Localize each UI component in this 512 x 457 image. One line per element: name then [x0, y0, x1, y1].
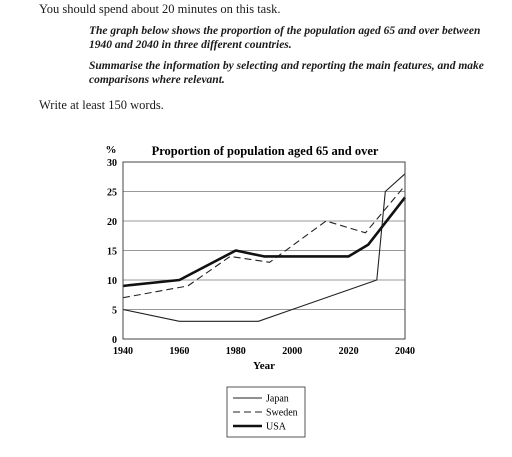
plot-area — [122, 161, 406, 340]
summarise-instruction: Summarise the information by selecting a… — [89, 60, 484, 86]
series-line-usa — [122, 196, 407, 288]
x-tick-label: 2020 — [339, 346, 359, 357]
chart-title: Proportion of population aged 65 and ove… — [152, 144, 379, 158]
x-tick-labels: 1940 1960 1980 2000 2020 2040 — [113, 346, 415, 357]
task-description: The graph below shows the proportion of … — [89, 24, 489, 94]
time-instruction: You should spend about 20 minutes on thi… — [39, 2, 281, 16]
legend-label-japan: Japan — [266, 394, 289, 405]
legend: Japan Sweden USA — [226, 386, 306, 438]
x-tick-label: 1980 — [226, 346, 246, 357]
chart-description: The graph below shows the proportion of … — [89, 25, 481, 51]
word-count-instruction: Write at least 150 words. — [39, 98, 164, 112]
series-line-sweden — [122, 185, 406, 299]
y-tick-label: 15 — [107, 247, 117, 258]
series-line-japan — [122, 173, 406, 322]
y-tick-label: 25 — [107, 188, 117, 199]
legend-label-usa: USA — [266, 422, 287, 433]
x-axis-label: Year — [253, 360, 275, 372]
x-tick-label: 1960 — [169, 346, 189, 357]
y-tick-label: 0 — [112, 335, 117, 346]
series-lines — [122, 173, 407, 322]
y-tick-label: 20 — [107, 217, 117, 228]
gridlines — [123, 191, 405, 310]
y-tick-label: 30 — [107, 158, 117, 169]
legend-box — [226, 386, 306, 438]
x-tick-label: 2000 — [282, 346, 302, 357]
y-tick-label: 10 — [107, 276, 117, 287]
y-tick-label: 5 — [112, 306, 117, 317]
y-tick-labels: 0 5 10 15 20 25 30 — [107, 158, 117, 346]
legend-label-sweden: Sweden — [266, 408, 298, 419]
x-tick-label: 1940 — [113, 346, 133, 357]
y-axis-label: % — [106, 144, 117, 156]
x-tick-label: 2040 — [395, 346, 415, 357]
